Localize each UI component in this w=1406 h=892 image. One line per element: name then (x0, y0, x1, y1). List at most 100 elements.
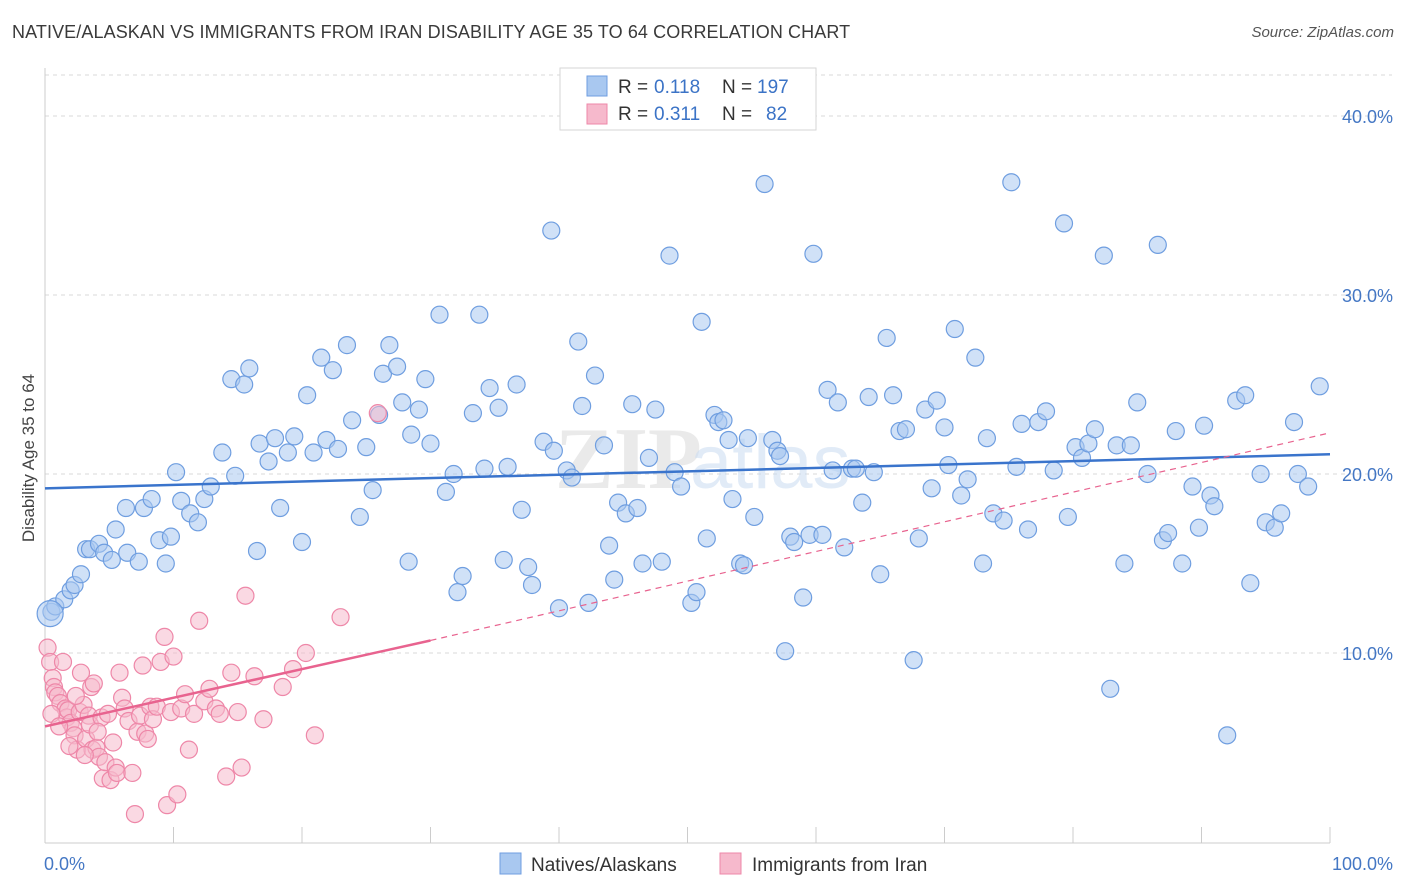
natives-point-160 (1054, 214, 1074, 233)
iran-point-70 (273, 677, 292, 697)
iran-point-79 (66, 686, 85, 706)
natives-point-129 (846, 459, 865, 478)
natives-point-12 (116, 498, 136, 518)
natives-point-16 (142, 489, 161, 509)
iran-point-73 (305, 726, 324, 745)
y-axis-label: Disability Age 35 to 64 (19, 374, 38, 542)
natives-point-169 (1115, 554, 1134, 573)
natives-point-148 (966, 348, 985, 367)
natives-point-138 (904, 651, 923, 670)
natives-point-183 (1218, 726, 1237, 745)
natives-point-149 (973, 554, 993, 573)
natives-point-51 (373, 364, 393, 383)
iran-point-34 (110, 663, 129, 682)
natives-point-36 (278, 443, 297, 462)
natives-point-40 (304, 443, 323, 462)
series-immigrants-from-iran (38, 404, 387, 824)
natives-point-64 (453, 566, 472, 586)
natives-point-58 (416, 370, 435, 389)
legend-n-label-1: N = (722, 77, 752, 98)
natives-point-75 (522, 575, 542, 595)
natives-point-113 (755, 174, 774, 194)
natives-point-23 (188, 513, 208, 532)
y-tick-label-3: 40.0% (1342, 107, 1393, 127)
legend-r-label-2: R = (618, 104, 648, 125)
natives-point-177 (1173, 554, 1192, 573)
x-tick-label-1: 100.0% (1332, 854, 1393, 874)
natives-point-94 (639, 448, 659, 467)
natives-point-190 (1272, 504, 1291, 523)
natives-point-67 (475, 459, 494, 478)
natives-point-146 (952, 486, 971, 505)
natives-point-170 (1121, 436, 1140, 455)
iran-point-62 (210, 704, 229, 723)
iran-point-7 (53, 652, 73, 672)
iran-point-75 (368, 404, 387, 423)
natives-point-63 (448, 583, 467, 602)
natives-point-78 (544, 441, 563, 460)
natives-point-21 (172, 491, 191, 510)
legend-n-value-1: 197 (757, 77, 789, 98)
natives-point-107 (719, 430, 738, 450)
natives-point-173 (1148, 235, 1167, 254)
natives-point-55 (399, 552, 418, 571)
natives-point-77 (542, 221, 561, 240)
natives-point-186 (1241, 574, 1260, 593)
iran-point-38 (123, 763, 142, 783)
trend-line-natives (44, 453, 1331, 490)
iran-point-16 (71, 663, 91, 682)
natives-point-85 (585, 366, 605, 385)
natives-point-28 (226, 466, 245, 485)
source-label: Source: ZipAtlas.com (1251, 24, 1394, 41)
natives-cluster-point (36, 600, 64, 628)
natives-point-14 (129, 552, 148, 571)
natives-point-103 (697, 529, 716, 548)
iran-point-78 (60, 736, 79, 756)
natives-point-131 (859, 387, 878, 407)
natives-point-26 (213, 443, 232, 462)
natives-point-71 (498, 457, 517, 476)
natives-point-135 (883, 386, 903, 405)
natives-point-187 (1251, 464, 1270, 484)
natives-point-124 (818, 380, 837, 399)
natives-point-132 (864, 463, 883, 482)
natives-point-176 (1166, 421, 1185, 441)
bottom-legend-label-natives: Natives/Alaskans (531, 855, 677, 876)
natives-point-41 (312, 348, 331, 367)
natives-point-120 (794, 588, 813, 607)
iran-point-44 (138, 729, 157, 749)
natives-point-52 (380, 336, 399, 355)
natives-point-134 (877, 328, 896, 348)
legend-n-value-2: 82 (766, 104, 787, 125)
legend-r-value-1: 0.118 (654, 77, 700, 98)
natives-point-39 (298, 386, 317, 405)
iran-point-77 (50, 717, 69, 736)
natives-point-141 (922, 479, 941, 498)
iran-point-81 (88, 722, 107, 741)
natives-point-38 (292, 532, 312, 552)
natives-point-152 (994, 511, 1013, 530)
natives-point-192 (1288, 464, 1307, 484)
natives-point-20 (166, 463, 186, 482)
svg-text:R =: R = (618, 104, 648, 125)
natives-point-83 (573, 396, 592, 416)
natives-point-84 (579, 593, 598, 612)
natives-point-5 (71, 565, 91, 584)
iran-point-65 (228, 702, 247, 722)
natives-point-18 (156, 554, 175, 573)
iran-point-31 (104, 733, 123, 752)
iran-point-69 (254, 710, 273, 729)
natives-point-137 (896, 420, 916, 439)
trend-line-iran (44, 639, 431, 728)
iran-point-72 (296, 643, 315, 663)
natives-point-70 (494, 550, 513, 570)
natives-point-44 (328, 439, 348, 459)
natives-point-142 (927, 391, 946, 410)
natives-point-48 (357, 438, 376, 457)
natives-point-133 (871, 565, 890, 584)
natives-point-145 (945, 319, 964, 339)
natives-point-19 (161, 527, 181, 546)
natives-point-153 (1002, 173, 1021, 192)
natives-point-172 (1138, 464, 1157, 484)
iran-point-67 (236, 586, 255, 605)
